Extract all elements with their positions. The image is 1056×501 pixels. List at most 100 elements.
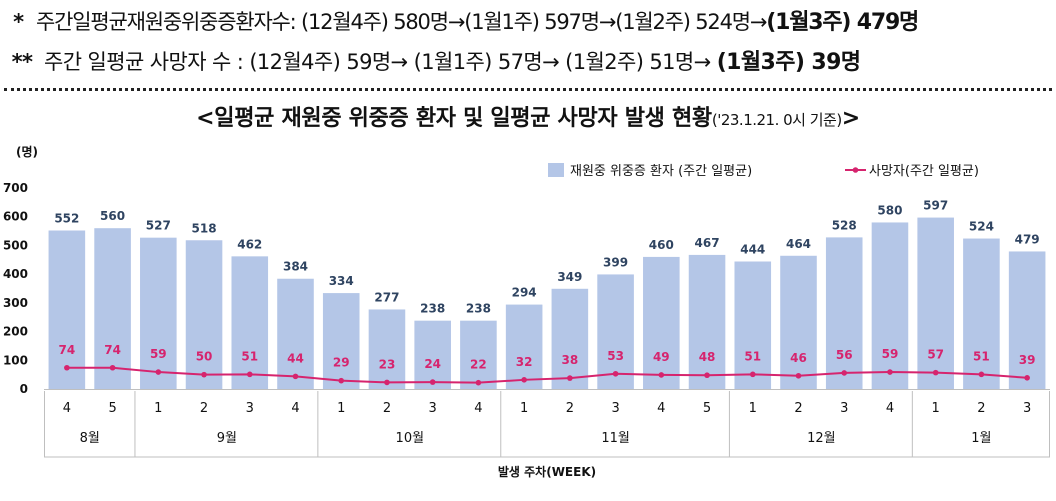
bar: [185, 240, 223, 389]
week-tick-label: 4: [63, 401, 71, 416]
death-value-label: 51: [973, 349, 990, 363]
x-axis-title: 발생 주차(WEEK): [498, 464, 596, 479]
bar: [140, 237, 177, 389]
month-label: 10월: [396, 431, 425, 446]
bar: [94, 228, 131, 389]
week-tick-label: 5: [703, 401, 711, 416]
death-value-label: 24: [424, 357, 441, 371]
death-value-label: 59: [150, 347, 167, 361]
chart-title: <일평균 재원중 위중증 환자 및 일평균 사망자 발생 현황('23.1.21…: [0, 100, 1056, 132]
y-tick-label: 300: [3, 296, 28, 310]
death-value-label: 51: [744, 349, 761, 363]
death-value-label: 48: [699, 350, 716, 364]
death-point: [658, 372, 665, 378]
week-tick-label: 1: [154, 401, 162, 416]
bar-value-label: 238: [420, 302, 445, 316]
bar-value-label: 277: [374, 290, 399, 304]
bar-value-label: 334: [329, 274, 354, 288]
bar-value-label: 479: [1015, 232, 1040, 246]
bar: [1008, 251, 1046, 389]
month-label: 9월: [217, 431, 237, 446]
death-point: [429, 379, 436, 385]
bullet-marker: *: [13, 10, 24, 34]
bar-value-label: 528: [832, 218, 857, 232]
death-value-label: 29: [333, 356, 350, 370]
death-value-label: 74: [59, 343, 76, 357]
bar-value-label: 444: [740, 243, 765, 257]
death-point: [109, 364, 116, 371]
week-tick-label: 4: [886, 401, 894, 416]
y-tick-label: 0: [20, 382, 28, 396]
death-value-label: 56: [836, 348, 853, 362]
week-tick-label: 2: [977, 401, 985, 416]
bar-value-label: 552: [54, 211, 79, 225]
bar-value-label: 399: [603, 255, 628, 269]
death-value-label: 51: [241, 349, 258, 363]
y-tick-label: 700: [3, 181, 28, 195]
y-tick-label: 200: [3, 325, 28, 339]
chart-title-end: >: [841, 106, 860, 131]
death-point: [64, 364, 70, 371]
week-tick-label: 1: [520, 401, 528, 416]
summary-patients-text: 주간일평균재원중위중증환자수: (12월4주) 580명→(1월1주) 597명…: [36, 10, 767, 34]
bar: [368, 309, 406, 389]
week-tick-label: 2: [566, 401, 574, 416]
summary-line-patients: * 주간일평균재원중위중증환자수: (12월4주) 580명→(1월1주) 597…: [0, 4, 919, 36]
chart-title-main: <일평균 재원중 위중증 환자 및 일평균 사망자 발생 현황: [196, 106, 712, 131]
week-tick-label: 3: [1023, 401, 1031, 416]
death-line: [66, 366, 1028, 384]
death-value-label: 50: [196, 350, 213, 364]
death-value-label: 23: [379, 357, 396, 371]
bar: [277, 278, 314, 389]
week-tick-label: 1: [749, 401, 757, 416]
week-tick-label: 4: [657, 401, 665, 416]
death-value-label: 44: [287, 351, 304, 365]
death-point: [246, 371, 253, 378]
dotted-divider: [4, 88, 1052, 91]
bar-value-label: 467: [695, 236, 720, 250]
death-value-label: 53: [607, 349, 624, 363]
bar: [963, 238, 1000, 389]
bar-value-label: 560: [100, 209, 125, 223]
bar-value-label: 294: [512, 286, 537, 300]
bar-value-label: 384: [283, 260, 308, 274]
legend-bar-swatch: [548, 163, 564, 177]
bar: [734, 261, 772, 389]
bar-value-label: 349: [557, 270, 582, 284]
death-point: [887, 369, 893, 375]
death-value-label: 74: [104, 343, 121, 357]
summary-line-deaths: ** 주간 일평균 사망자 수 : (12월4주) 59명→ (1월1주) 57명…: [0, 44, 861, 76]
bar: [231, 256, 269, 389]
death-point: [567, 375, 573, 381]
y-tick-label: 600: [3, 210, 28, 224]
week-tick-label: 2: [383, 401, 391, 416]
week-tick-label: 3: [429, 401, 437, 416]
bar-value-label: 464: [786, 237, 811, 251]
death-point: [978, 371, 985, 378]
death-point: [795, 372, 802, 379]
legend-bar-label: 재원중 위중증 환자 (주간 일평균): [570, 164, 752, 179]
y-tick-label: 400: [3, 267, 28, 281]
bar-value-label: 462: [237, 237, 262, 251]
week-tick-label: 5: [108, 401, 116, 416]
summary-deaths-highlight: (1월3주) 39명: [716, 50, 861, 75]
bar: [48, 230, 86, 389]
death-point: [338, 377, 345, 384]
week-tick-label: 2: [794, 401, 802, 416]
death-point: [841, 370, 848, 376]
death-value-label: 32: [516, 355, 533, 369]
bar-value-label: 524: [969, 220, 994, 234]
death-point: [475, 379, 482, 386]
death-point: [932, 369, 939, 376]
summary-patients-highlight: (1월3주) 479명: [766, 10, 919, 35]
death-point: [521, 377, 527, 383]
death-point: [612, 370, 619, 377]
bar: [917, 217, 954, 389]
y-axis-unit-label: (명): [16, 145, 38, 159]
bar-value-label: 460: [649, 238, 674, 252]
death-point: [292, 373, 299, 380]
death-point: [1024, 375, 1030, 381]
week-tick-label: 3: [246, 401, 254, 416]
death-value-label: 38: [562, 353, 579, 367]
month-label: 11월: [601, 431, 630, 446]
